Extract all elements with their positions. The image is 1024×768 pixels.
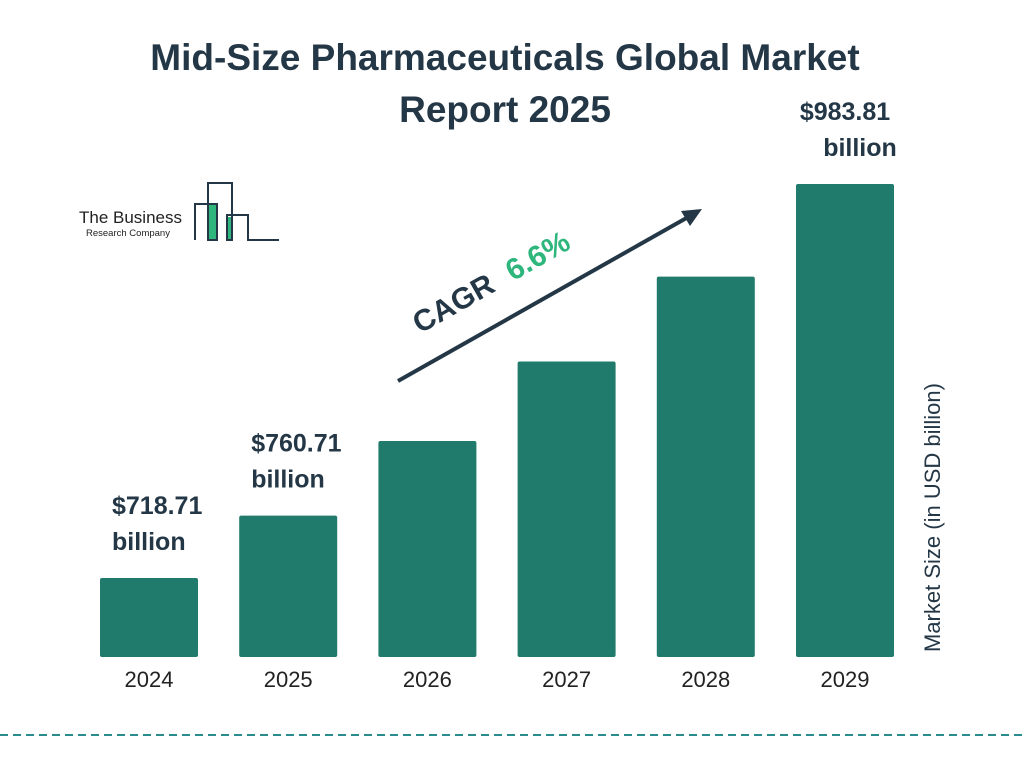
data-label-unit-2029: billion bbox=[823, 134, 897, 162]
data-label-unit-2025: billion bbox=[251, 466, 325, 494]
logo-text-line2: Research Company bbox=[86, 228, 170, 239]
x-tick-2026: 2026 bbox=[403, 667, 452, 692]
svg-text:CAGR 6.6%: CAGR 6.6% bbox=[407, 225, 576, 340]
data-label-value-2029: $983.81 bbox=[800, 98, 890, 126]
bar-2024 bbox=[100, 578, 198, 657]
data-label-unit-2024: billion bbox=[112, 528, 186, 556]
x-tick-2024: 2024 bbox=[125, 667, 174, 692]
x-tick-2027: 2027 bbox=[542, 667, 591, 692]
bar-2025 bbox=[239, 515, 338, 657]
cagr-annotation: CAGR 6.6% bbox=[397, 209, 702, 383]
x-tick-2028: 2028 bbox=[681, 667, 730, 692]
chart-title: Mid-Size Pharmaceuticals Global Market R… bbox=[150, 37, 860, 130]
data-label-value-2025: $760.71 bbox=[251, 430, 341, 458]
logo-text-line1: The Business bbox=[79, 208, 182, 227]
cagr-arrow-head bbox=[681, 209, 702, 226]
cagr-arrow-line bbox=[397, 214, 691, 383]
x-tick-2029: 2029 bbox=[821, 667, 870, 692]
x-tick-2025: 2025 bbox=[264, 667, 313, 692]
bar-2026 bbox=[378, 440, 477, 657]
y-axis-label: Market Size (in USD billion) bbox=[920, 383, 945, 652]
cagr-value: 6.6% bbox=[500, 225, 576, 287]
bar-2029 bbox=[796, 184, 894, 657]
bar-2027 bbox=[517, 361, 616, 657]
logo: The Business Research Company bbox=[79, 182, 279, 241]
data-label-value-2024: $718.71 bbox=[112, 492, 202, 520]
bar-2028 bbox=[656, 276, 755, 657]
